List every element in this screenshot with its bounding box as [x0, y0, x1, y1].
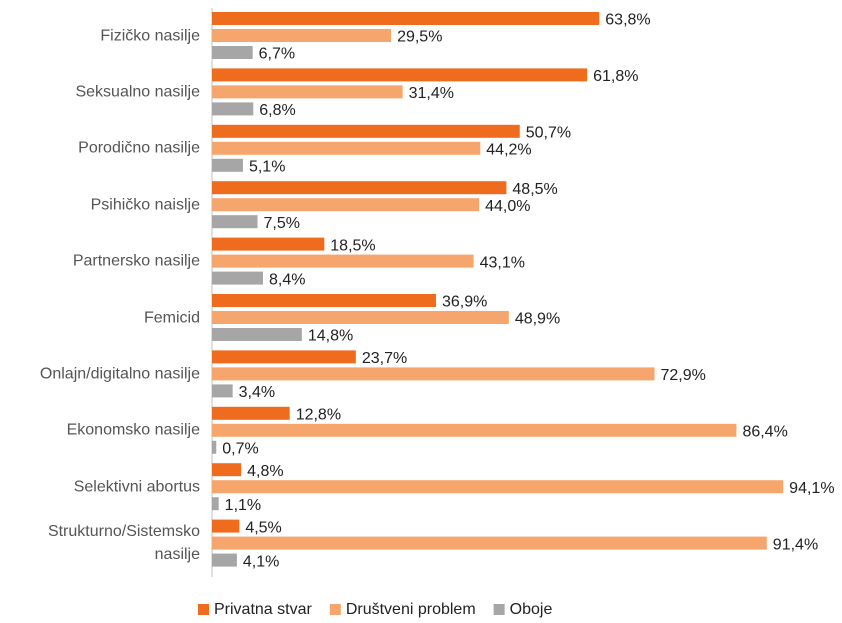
bar [212, 497, 219, 511]
bar [212, 158, 243, 172]
category-label: Porodično nasilje [78, 139, 200, 157]
category-label: Strukturno/Sistemsko nasilje [47, 523, 200, 564]
value-label: 23,7% [362, 350, 407, 367]
category-label: Selektivni abortus [73, 478, 200, 496]
value-label: 48,5% [512, 181, 557, 198]
value-label: 86,4% [742, 424, 787, 441]
value-label: 14,8% [308, 328, 353, 345]
bar [212, 181, 507, 195]
bar [212, 350, 356, 364]
value-label: 4,5% [245, 519, 281, 536]
value-label: 6,8% [259, 102, 295, 119]
value-label: 43,1% [480, 254, 525, 271]
bar [212, 254, 474, 268]
value-label: 12,8% [296, 407, 341, 424]
bar [212, 384, 233, 398]
bar [212, 423, 737, 437]
value-label: 1,1% [225, 497, 261, 514]
bar [212, 102, 254, 116]
bar [212, 46, 253, 59]
value-label: 36,9% [442, 294, 487, 311]
value-label: 61,8% [593, 68, 638, 85]
category-label: Onlajn/digitalno nasilje [39, 365, 200, 383]
value-label: 5,1% [249, 159, 285, 176]
legend-swatch [493, 604, 505, 615]
bar [212, 553, 237, 567]
value-label: 44,2% [486, 142, 531, 159]
value-label: 8,4% [269, 271, 305, 288]
bar [212, 12, 600, 25]
category-label: Fizičko nasilje [100, 27, 200, 44]
value-label: 72,9% [661, 367, 706, 384]
bar [212, 237, 325, 251]
value-label: 18,5% [330, 237, 375, 254]
value-label: 7,5% [264, 215, 300, 232]
bar [212, 215, 258, 229]
value-label: 6,7% [259, 46, 295, 63]
bar [212, 536, 767, 550]
legend-label: Oboje [510, 601, 553, 618]
value-label: 50,7% [526, 125, 571, 142]
bar [212, 29, 392, 42]
value-label: 91,4% [773, 536, 818, 553]
value-label: 4,1% [243, 553, 279, 570]
value-label: 3,4% [239, 384, 275, 401]
bar [212, 440, 217, 454]
bar [212, 198, 480, 212]
bar [212, 519, 240, 533]
bar [212, 480, 784, 494]
value-label: 31,4% [409, 85, 454, 102]
category-label: Ekonomsko nasilje [66, 421, 200, 439]
legend-swatch [198, 604, 209, 615]
category-label: Seksualno nasilje [75, 83, 200, 101]
category-label: Partnersko nasilje [72, 252, 200, 270]
value-label: 4,8% [247, 463, 283, 480]
bar [212, 271, 263, 285]
bar [212, 124, 520, 138]
bar [212, 311, 509, 324]
bar [212, 68, 588, 82]
category-label: Psihičko naislje [90, 196, 200, 214]
bar [212, 328, 302, 341]
value-label: 44,0% [485, 198, 530, 215]
legend-label: Društveni problem [346, 601, 476, 618]
category-label: Femicid [143, 309, 200, 326]
bar [212, 463, 242, 477]
value-label: 0,7% [222, 441, 258, 458]
bar [212, 294, 436, 307]
legend-swatch [329, 604, 341, 615]
bar [212, 85, 403, 99]
value-label: 48,9% [515, 311, 560, 328]
legend-label: Privatna stvar [214, 601, 312, 618]
bar [212, 367, 655, 381]
value-label: 63,8% [605, 12, 650, 29]
value-label: 29,5% [397, 29, 442, 46]
value-label: 94,1% [789, 480, 834, 497]
bar [212, 141, 481, 155]
bar [212, 406, 290, 420]
